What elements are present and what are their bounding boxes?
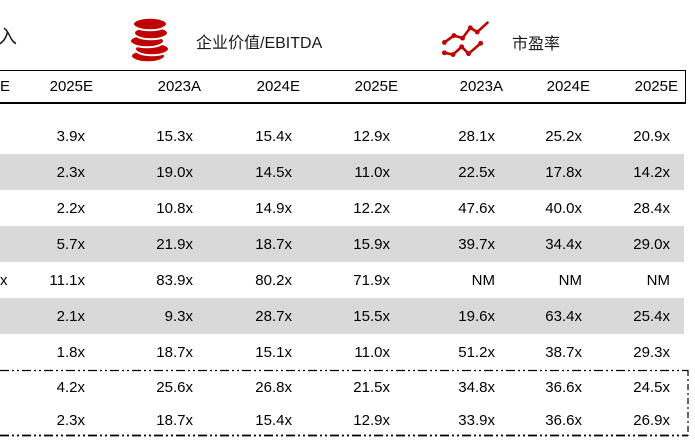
table-cell: 22.5x — [458, 163, 495, 181]
trend-line-icon — [440, 20, 492, 58]
table-cell: 14.2x — [633, 163, 670, 181]
table-cell: 19.0x — [156, 163, 193, 181]
table-cell: 26.9x — [633, 412, 670, 429]
table-cell: 28.1x — [458, 127, 495, 145]
table-cell: 34.8x — [458, 378, 495, 396]
table-cell: 36.6x — [545, 378, 582, 396]
table-row: 2.2x 10.8x 14.9x 12.2x 47.6x 40.0x 28.4x — [0, 190, 684, 226]
table-cell: NM — [471, 271, 495, 289]
table-row: x 11.1x 83.9x 80.2x 71.9x NM NM NM — [0, 262, 684, 298]
table-cell: 19.6x — [458, 307, 495, 325]
table-cell: 4.2x — [56, 378, 85, 396]
table-cell: 9.3x — [164, 307, 193, 325]
table-cell: 18.7x — [156, 412, 193, 429]
column-header: 2025E — [354, 78, 398, 95]
table-row: 3.9x 15.3x 15.4x 12.9x 28.1x 25.2x 20.9x — [0, 118, 684, 154]
table-cell: 26.8x — [255, 378, 292, 396]
table-cell: 15.4x — [255, 127, 292, 145]
table-cell: 11.1x — [49, 271, 85, 289]
table-cell: 1.8x — [56, 343, 85, 361]
table-cell: 15.1x — [255, 343, 292, 361]
ev-ebitda-label: 企业价值/EBITDA — [196, 35, 323, 52]
table-cell: 63.4x — [545, 307, 582, 325]
column-header: 2024E — [256, 78, 300, 95]
table-cell: 28.7x — [255, 307, 292, 325]
partial-cell: x — [0, 271, 8, 289]
table-cell: 36.6x — [545, 412, 582, 429]
table-cell: 5.7x — [56, 235, 85, 253]
table-cell: 15.5x — [353, 307, 390, 325]
table-cell: 3.9x — [56, 127, 85, 145]
table-row-summary: 2.3x 18.7x 15.4x 12.9x 33.9x 36.6x 26.9x — [0, 404, 684, 437]
table-cell: 10.8x — [156, 199, 193, 217]
table-cell: 33.9x — [458, 412, 495, 429]
table-cell: 28.4x — [633, 199, 670, 217]
table-cell: 12.2x — [353, 199, 390, 217]
table-cell: 12.9x — [353, 127, 390, 145]
column-header: 2023A — [157, 78, 201, 95]
table-row: 1.8x 18.7x 15.1x 11.0x 51.2x 38.7x 29.3x — [0, 334, 684, 370]
table-cell: 29.3x — [633, 343, 670, 361]
table-cell: 15.4x — [255, 412, 292, 429]
table-cell: 20.9x — [633, 127, 670, 145]
column-header: 2023A — [459, 78, 503, 95]
column-header: 2024E — [546, 78, 590, 95]
table-cell: 21.9x — [156, 235, 193, 253]
table-cell: 2.3x — [56, 163, 85, 181]
table-cell: 29.0x — [633, 235, 670, 253]
table-cell: 17.8x — [545, 163, 582, 181]
table-cell: 18.7x — [156, 343, 193, 361]
table-row: 5.7x 21.9x 18.7x 15.9x 39.7x 34.4x 29.0x — [0, 226, 684, 262]
pe-ratio-label: 市盈率 — [512, 36, 561, 53]
table-cell: 2.1x — [56, 307, 85, 325]
table-cell: 14.5x — [255, 163, 292, 181]
table-cell: 15.3x — [156, 127, 193, 145]
table-body: 3.9x 15.3x 15.4x 12.9x 28.1x 25.2x 20.9x… — [0, 118, 684, 437]
table-cell: 14.9x — [255, 199, 292, 217]
table-row: 2.1x 9.3x 28.7x 15.5x 19.6x 63.4x 25.4x — [0, 298, 684, 334]
table-cell: 18.7x — [255, 235, 292, 253]
table-cell: 11.0x — [354, 343, 390, 361]
table-cell: 2.3x — [56, 412, 85, 429]
table-cell: 24.5x — [633, 378, 670, 396]
table-cell: 47.6x — [458, 199, 495, 217]
table-cell: 25.2x — [545, 127, 582, 145]
column-header: 2025E — [634, 78, 678, 95]
table-cell: 40.0x — [545, 199, 582, 217]
table-cell: 25.6x — [156, 378, 193, 396]
table-header-row: E 2025E 2023A 2024E 2025E 2023A 2024E 20… — [0, 70, 686, 104]
coins-icon — [129, 16, 171, 64]
table-cell: 12.9x — [353, 412, 390, 429]
table-cell: 83.9x — [156, 271, 193, 289]
table-row: 2.3x 19.0x 14.5x 11.0x 22.5x 17.8x 14.2x — [0, 154, 684, 190]
partial-column-header: E — [0, 78, 11, 95]
revenue-label-partial: 入 — [0, 27, 18, 48]
table-cell: 34.4x — [545, 235, 582, 253]
table-row-summary: 4.2x 25.6x 26.8x 21.5x 34.8x 36.6x 24.5x — [0, 370, 684, 404]
table-cell: NM — [646, 271, 670, 289]
table-cell: 71.9x — [353, 271, 390, 289]
table-cell: 39.7x — [458, 235, 495, 253]
table-cell: 80.2x — [255, 271, 292, 289]
column-header: 2025E — [49, 78, 93, 95]
table-cell: 21.5x — [353, 378, 390, 396]
table-cell: NM — [558, 271, 582, 289]
table-cell: 2.2x — [56, 199, 85, 217]
table-cell: 25.4x — [633, 307, 670, 325]
table-cell: 51.2x — [458, 343, 495, 361]
table-cell: 38.7x — [545, 343, 582, 361]
table-cell: 15.9x — [353, 235, 390, 253]
table-cell: 11.0x — [354, 163, 390, 181]
